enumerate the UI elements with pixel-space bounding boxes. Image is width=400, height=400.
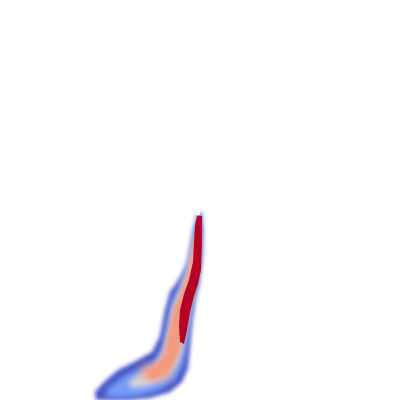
plume-high-density-streak xyxy=(179,216,202,344)
plume-lower-warm-blob xyxy=(140,364,172,380)
plume-top-notch xyxy=(196,210,200,215)
plume-pale-core xyxy=(128,232,200,388)
